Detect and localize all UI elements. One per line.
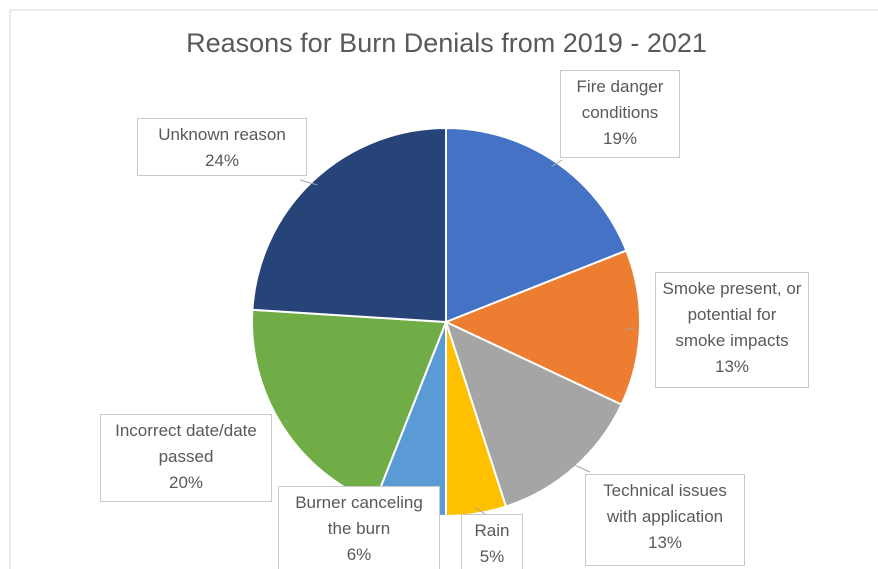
- pie-slice: [251, 126, 447, 324]
- label-value: 6%: [346, 545, 372, 564]
- leader-line: [299, 179, 318, 186]
- data-label: Smoke present, or potential for smoke im…: [655, 272, 809, 388]
- data-label: Technical issues with application 13%: [585, 474, 745, 566]
- label-value: 19%: [602, 129, 638, 148]
- label-value: 24%: [204, 151, 240, 170]
- data-label: Fire danger conditions 19%: [560, 70, 680, 158]
- label-value: 20%: [168, 473, 204, 492]
- data-label: Burner canceling the burn 6%: [278, 486, 440, 569]
- data-label: Incorrect date/date passed 20%: [100, 414, 272, 502]
- leader-line: [284, 419, 288, 424]
- pie-slice: [444, 320, 623, 508]
- leader-line: [570, 462, 591, 473]
- leader-line: [475, 507, 486, 515]
- label-value: 5%: [479, 547, 505, 566]
- label-category: Burner canceling the burn: [295, 493, 423, 538]
- label-category: Incorrect date/date passed: [115, 421, 257, 466]
- label-category: Fire danger conditions: [576, 77, 664, 122]
- data-label: Rain 5%: [461, 514, 523, 569]
- label-value: 13%: [647, 533, 683, 552]
- label-category: Unknown reason: [158, 125, 286, 144]
- pie-slice: [445, 126, 628, 324]
- data-label: Unknown reason 24%: [137, 118, 307, 176]
- label-category: Smoke present, or potential for smoke im…: [662, 279, 802, 350]
- pie-slice: [443, 249, 641, 406]
- chart-title: Reasons for Burn Denials from 2019 - 202…: [186, 28, 707, 58]
- leader-line: [624, 327, 635, 331]
- label-category: Rain: [474, 521, 510, 540]
- label-value: 13%: [714, 357, 750, 376]
- leader-line: [551, 159, 563, 167]
- label-category: Technical issues with application: [603, 481, 727, 526]
